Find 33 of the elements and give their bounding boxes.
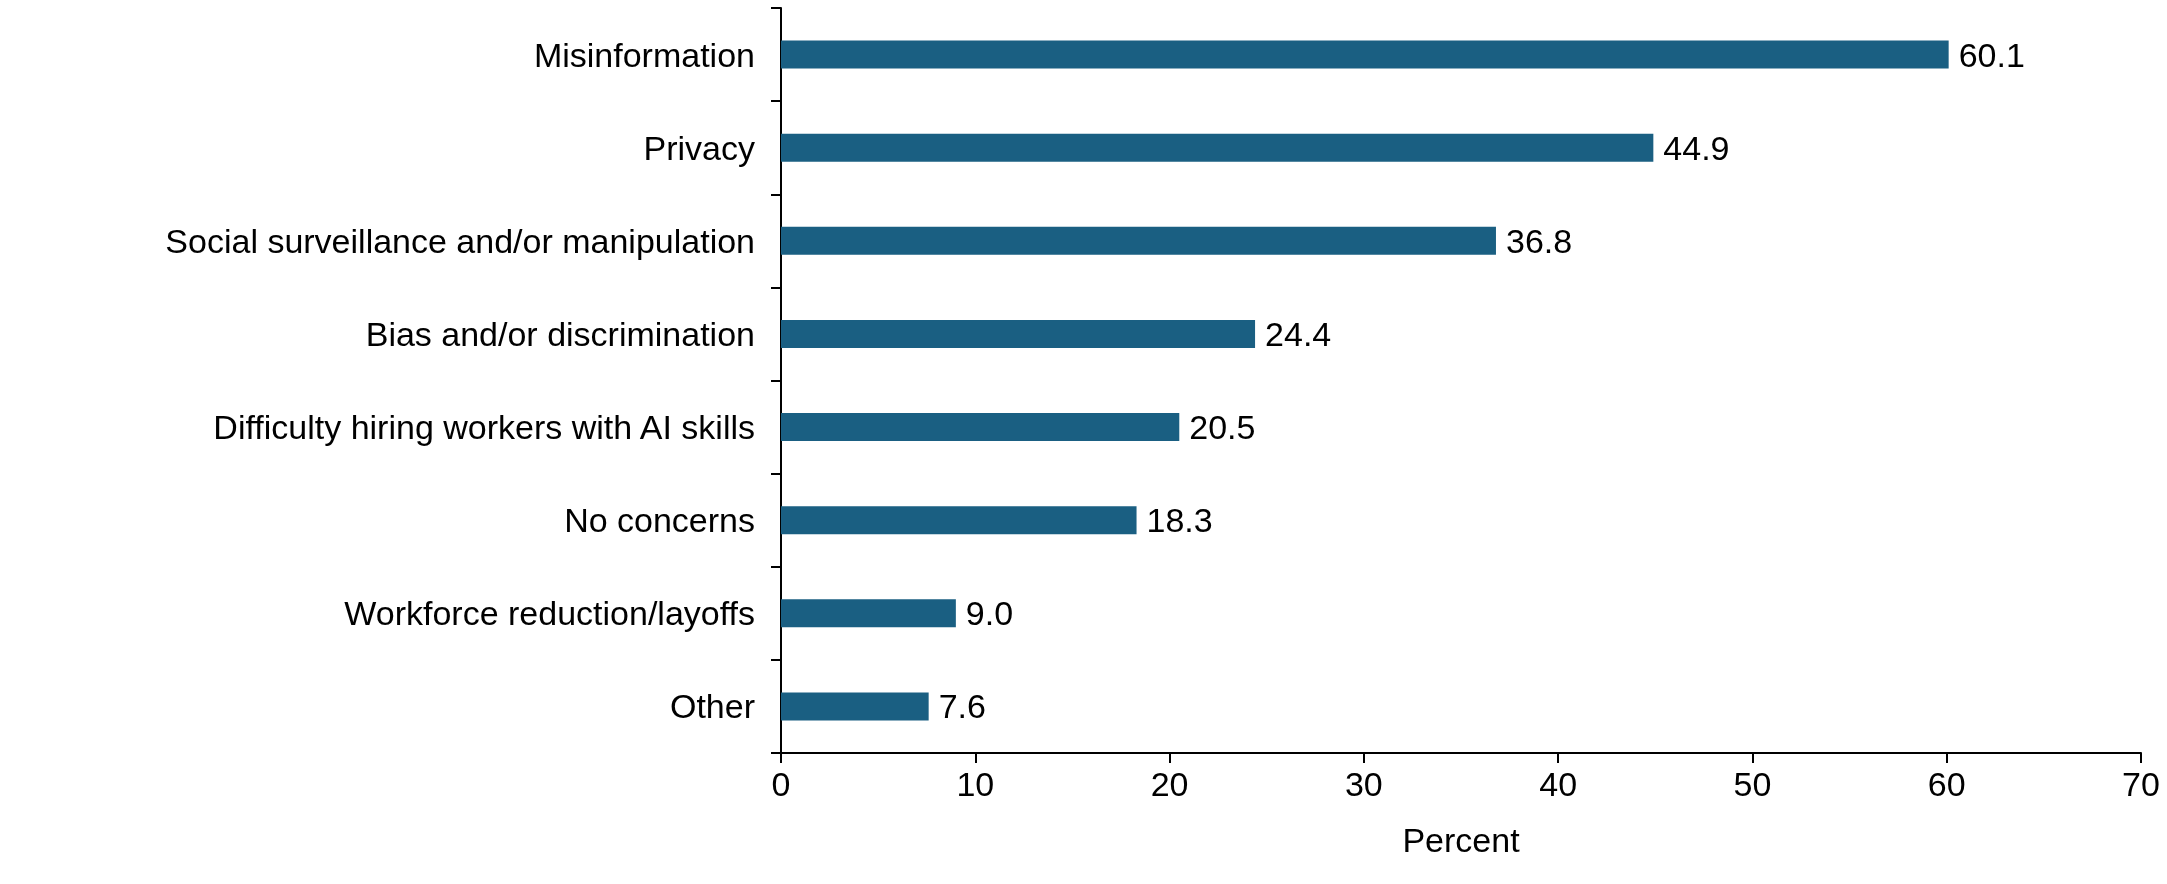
- y-tick-label: Privacy: [643, 128, 755, 167]
- data-label: 36.8: [1505, 221, 1573, 260]
- data-label: 60.1: [1958, 35, 2025, 74]
- data-label: 24.4: [1265, 314, 1332, 353]
- y-tick-label: Difficulty hiring workers with AI skills: [213, 408, 755, 447]
- x-tick-label: 30: [1344, 765, 1383, 803]
- bar: [781, 413, 1180, 442]
- x-tick-label: 60: [1927, 765, 1966, 803]
- x-tick-label: 50: [1733, 765, 1772, 803]
- x-tick-label: 40: [1539, 765, 1578, 803]
- y-tick-label: Workforce reduction/layoffs: [344, 594, 755, 633]
- x-tick-label: 70: [2122, 765, 2160, 803]
- data-label: 18.3: [1146, 501, 1213, 540]
- y-tick-label: Bias and/or discrimination: [365, 314, 755, 353]
- data-label: 44.9: [1663, 128, 1730, 167]
- bar: [781, 40, 1949, 69]
- y-tick-label: Other: [669, 687, 755, 726]
- x-tick-label: 0: [771, 765, 791, 803]
- data-label: 20.5: [1189, 408, 1256, 447]
- bar: [781, 133, 1654, 162]
- y-tick-label: Misinformation: [533, 35, 755, 74]
- x-tick-label: 20: [1150, 765, 1189, 803]
- x-tick-label: 10: [956, 765, 995, 803]
- bar: [781, 319, 1256, 348]
- bar: [781, 692, 929, 721]
- x-axis-title: Percent: [1402, 821, 1521, 859]
- bar: [781, 506, 1137, 535]
- data-label: 9.0: [965, 594, 1014, 633]
- y-tick-label: No concerns: [564, 501, 755, 540]
- data-label: 7.6: [938, 687, 986, 726]
- y-tick-label: Social surveillance and/or manipulation: [165, 221, 755, 260]
- bar: [781, 226, 1496, 255]
- bar: [781, 599, 956, 628]
